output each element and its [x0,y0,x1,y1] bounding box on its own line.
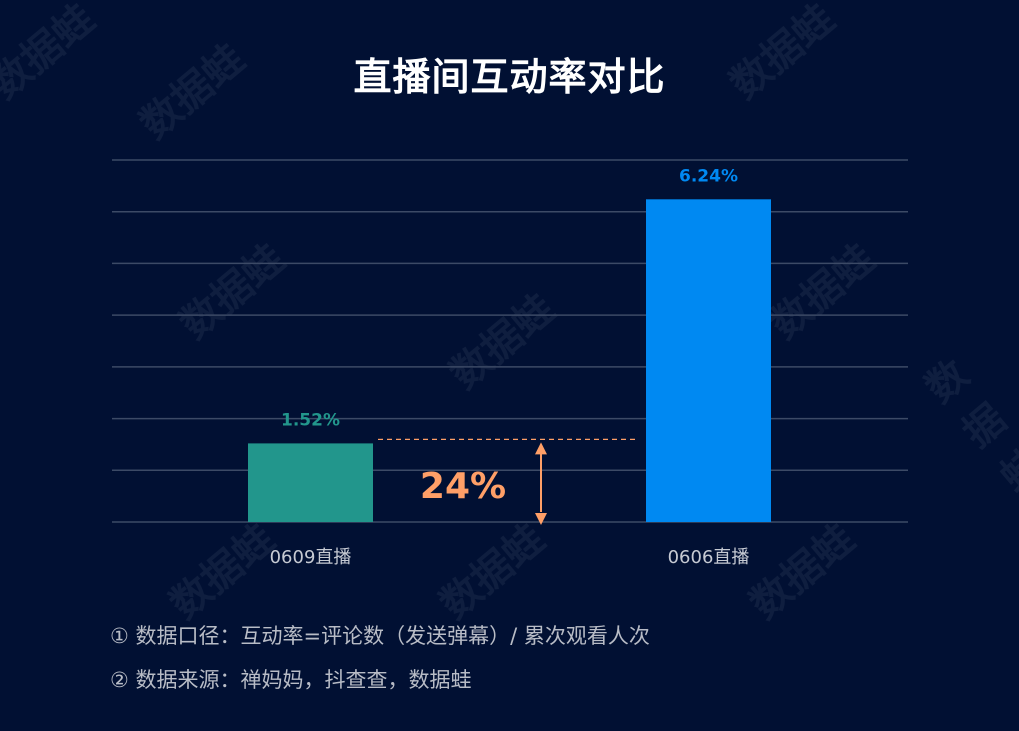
difference-annotation: 24% [420,466,506,507]
note-source: ② 数据来源：禅妈妈，抖查查，数据蛙 [110,668,472,692]
x-tick-label: 0606直播 [668,547,750,568]
x-tick-label: 0609直播 [270,547,352,568]
bar-0606直播 [646,199,771,522]
arrow-head-down-icon [535,513,547,525]
data-label: 6.24% [679,166,738,186]
arrow-head-up-icon [535,442,547,455]
data-label: 1.52% [281,410,340,430]
bar-0609直播 [248,443,373,522]
chart-title: 直播间互动率对比 [353,55,666,99]
note-definition: ① 数据口径：互动率=评论数（发送弹幕）/ 累次观看人次 [110,624,650,648]
